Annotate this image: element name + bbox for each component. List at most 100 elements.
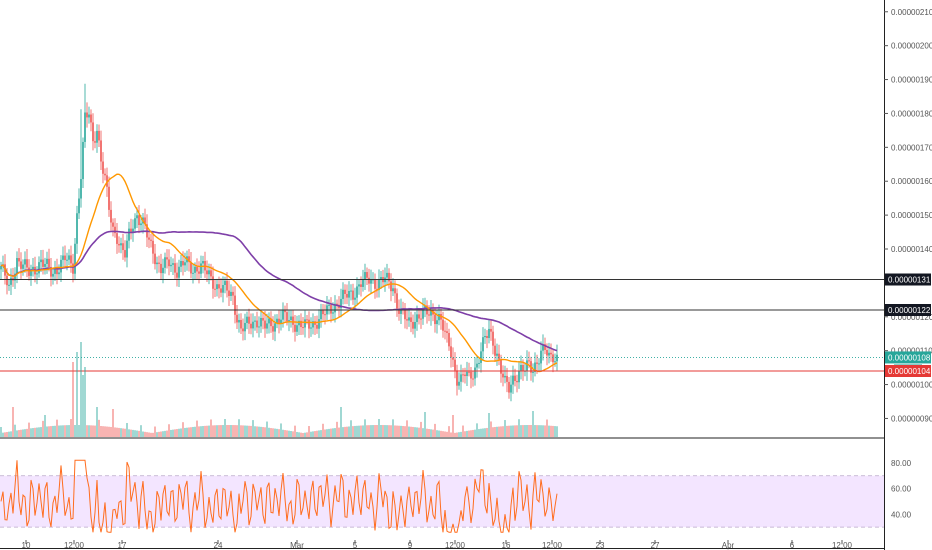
- candle-body: [274, 323, 276, 332]
- volume-bar: [334, 428, 336, 437]
- volume-bar: [226, 425, 228, 437]
- candle-body: [160, 263, 162, 274]
- candle-body: [506, 375, 508, 382]
- volume-bar: [476, 423, 478, 437]
- volume-bar: [96, 407, 98, 437]
- volume-bar: [516, 425, 518, 437]
- volume-bar: [368, 425, 370, 437]
- volume-bar: [268, 427, 270, 437]
- candle-body: [62, 255, 64, 260]
- candle-body: [396, 293, 398, 309]
- volume-bar: [148, 432, 150, 437]
- price-tick-label: 0.00000110: [891, 347, 932, 356]
- resistance-low-label-bg: [885, 304, 931, 316]
- time-tick-label: 27: [651, 541, 660, 550]
- candle-body: [288, 320, 290, 322]
- time-tick-label: 9: [408, 541, 413, 550]
- candle-body: [442, 319, 444, 331]
- candle-body: [448, 332, 450, 347]
- candle-body: [348, 290, 350, 298]
- candle-body: [74, 243, 76, 274]
- candle-body: [128, 228, 130, 241]
- volume-bar: [66, 425, 68, 437]
- candle-body: [418, 314, 420, 319]
- price-tick-label: 0.00000090: [891, 414, 932, 423]
- candle-body: [542, 344, 544, 351]
- volume-bar: [184, 427, 186, 437]
- candle-body: [178, 266, 180, 278]
- volume-bar: [106, 426, 108, 437]
- volume-bar: [478, 429, 480, 437]
- resistance-high-label-bg: [885, 273, 931, 286]
- candle-body: [342, 289, 344, 299]
- volume-bar: [460, 431, 462, 437]
- candle-body: [486, 335, 488, 339]
- price-tick-label: 0.00000120: [891, 313, 932, 322]
- candle-body: [250, 323, 252, 329]
- volume-bar: [316, 430, 318, 437]
- volume-bar: [232, 425, 234, 437]
- candle-body: [468, 371, 470, 373]
- candle-body: [44, 263, 46, 267]
- volume-bar: [194, 426, 196, 437]
- time-axis[interactable]: 10 12:00 17 24 Mar 5 9 12:00 16 12:00 23 27 Apr 6 12:0…: [22, 540, 853, 550]
- volume-bar: [174, 429, 176, 437]
- volume-bar: [42, 420, 44, 437]
- volume-bar: [484, 428, 486, 437]
- candle-body: [330, 304, 332, 314]
- candle-body: [360, 284, 362, 287]
- volume-bar: [140, 425, 142, 437]
- candle-body: [438, 314, 440, 321]
- candle-body: [512, 375, 514, 385]
- volume-bar: [152, 432, 154, 437]
- candle-body: [10, 277, 12, 285]
- candle-body: [304, 319, 306, 328]
- volume-bar: [264, 427, 266, 437]
- volume-bar: [128, 429, 130, 437]
- candle-body: [470, 371, 472, 379]
- volume-bar: [488, 413, 490, 437]
- candle-body: [534, 362, 536, 372]
- price-axis[interactable]: 0.00000210 0.00000200 0.00000190 0.00000180…: [884, 8, 932, 424]
- volume-bar: [162, 431, 164, 437]
- candle-body: [236, 314, 238, 323]
- volume-bar: [218, 425, 220, 437]
- volume-bar: [4, 432, 6, 437]
- volume-bar: [108, 426, 110, 437]
- candle-body: [32, 266, 34, 270]
- volume-bar: [142, 431, 144, 437]
- candle-body: [498, 353, 500, 360]
- fast-moving-average-line: [0, 173, 558, 373]
- price-tick-label: 0.00000140: [891, 245, 932, 254]
- volume-bar: [204, 425, 206, 437]
- candle-body: [368, 277, 370, 284]
- volume-bar: [192, 426, 194, 437]
- volume-bar: [542, 425, 544, 437]
- candle-body: [532, 371, 534, 373]
- volume-bar: [422, 428, 424, 437]
- candle-body: [222, 285, 224, 293]
- candle-body: [192, 272, 194, 274]
- candle-body: [318, 319, 320, 329]
- candle-body: [156, 262, 158, 265]
- candle-body: [378, 279, 380, 290]
- volume-bar: [514, 425, 516, 437]
- candle-body: [94, 141, 96, 143]
- volume-bar: [258, 426, 260, 437]
- volume-bar: [100, 426, 102, 437]
- candle-body: [240, 319, 242, 329]
- candle-body: [446, 331, 448, 333]
- candle-body: [6, 275, 8, 286]
- candle-body: [254, 320, 256, 322]
- volume-bar: [212, 425, 214, 437]
- candle-body: [206, 270, 208, 275]
- slow-moving-average-line: [0, 230, 558, 352]
- rsi-pane[interactable]: [0, 459, 884, 533]
- volume-bar: [510, 425, 512, 437]
- volume-bar: [84, 367, 86, 437]
- volume-bar: [466, 430, 468, 437]
- volume-bar: [80, 342, 82, 437]
- main-price-pane[interactable]: [0, 0, 885, 550]
- volume-bar: [350, 420, 352, 437]
